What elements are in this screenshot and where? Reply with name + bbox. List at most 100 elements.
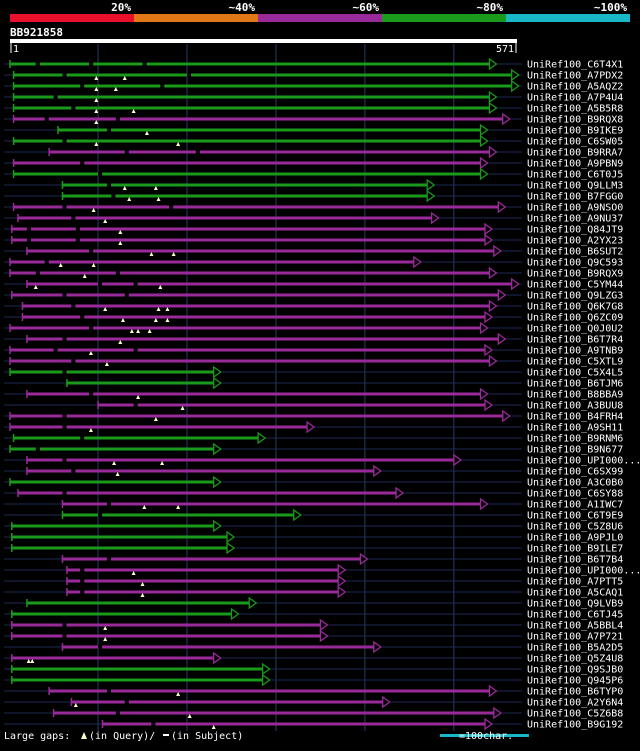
hit-row[interactable]: UniRef100_Q84JT9 — [4, 222, 623, 236]
hit-row[interactable]: UniRef100_A7P721 — [4, 629, 623, 643]
hit-row[interactable]: UniRef100_UPI000... — [4, 563, 640, 577]
hit-label[interactable]: UniRef100_B6TJM6 — [527, 379, 623, 390]
hit-row[interactable]: UniRef100_C6TJ45 — [4, 607, 623, 621]
hit-label[interactable]: UniRef100_A2YX23 — [527, 236, 623, 247]
hit-label[interactable]: UniRef100_B6T7B4 — [527, 555, 623, 566]
hit-label[interactable]: UniRef100_A1IWC7 — [527, 500, 623, 511]
hit-label[interactable]: UniRef100_B6TYP0 — [527, 687, 623, 698]
hit-label[interactable]: UniRef100_A7P721 — [527, 632, 623, 643]
hit-label[interactable]: UniRef100_A2Y6N4 — [527, 698, 623, 709]
hit-label[interactable]: UniRef100_Q9LLM3 — [527, 181, 623, 192]
hit-label[interactable]: UniRef100_Q945P6 — [527, 676, 623, 687]
hit-label[interactable]: UniRef100_Q6K7G8 — [527, 302, 623, 313]
hit-row[interactable]: UniRef100_A5B5R8 — [4, 101, 623, 115]
hit-label[interactable]: UniRef100_C5YM44 — [527, 280, 623, 291]
hit-row[interactable]: UniRef100_A9SH11 — [4, 420, 623, 434]
hit-row[interactable]: UniRef100_A1IWC7 — [4, 497, 623, 511]
hit-label[interactable]: UniRef100_C6SY88 — [527, 489, 623, 500]
hit-row[interactable]: UniRef100_Q9LLM3 — [4, 178, 623, 192]
hit-row[interactable]: UniRef100_B6SUT2 — [4, 244, 623, 258]
hit-row[interactable]: UniRef100_C5X4L5 — [4, 365, 623, 379]
hit-row[interactable]: UniRef100_A9PJL0 — [4, 530, 623, 544]
hit-row[interactable]: UniRef100_Q6ZC09 — [4, 310, 623, 324]
hit-row[interactable]: UniRef100_A2YX23 — [4, 233, 623, 247]
hit-label[interactable]: UniRef100_B6SUT2 — [527, 247, 623, 258]
hit-label[interactable]: UniRef100_B7FGG0 — [527, 192, 623, 203]
hit-label[interactable]: UniRef100_C6T4X1 — [527, 60, 623, 71]
hit-row[interactable]: UniRef100_A9PBN9 — [4, 156, 623, 170]
hit-row[interactable]: UniRef100_B9IKE9 — [4, 123, 623, 137]
hit-row[interactable]: UniRef100_A9NSO0 — [4, 200, 623, 214]
hit-label[interactable]: UniRef100_A3C0B0 — [527, 478, 623, 489]
hit-label[interactable]: UniRef100_Q6ZC09 — [527, 313, 623, 324]
hit-row[interactable]: UniRef100_Q5Z4U8 — [4, 651, 623, 665]
hit-label[interactable]: UniRef100_Q9C593 — [527, 258, 623, 269]
hit-label[interactable]: UniRef100_A7PDX2 — [527, 71, 623, 82]
hit-label[interactable]: UniRef100_Q5Z4U8 — [527, 654, 623, 665]
hit-row[interactable]: UniRef100_Q9SJB0 — [4, 662, 623, 676]
hit-label[interactable]: UniRef100_Q9SJB0 — [527, 665, 623, 676]
hit-row[interactable]: UniRef100_A3C0B0 — [4, 475, 623, 489]
hit-label[interactable]: UniRef100_B9RRA7 — [527, 148, 623, 159]
hit-row[interactable]: UniRef100_B7FGG0 — [4, 189, 623, 203]
hit-row[interactable]: UniRef100_C6T4X1 — [4, 57, 623, 71]
hit-row[interactable]: UniRef100_A3BUU8 — [4, 398, 623, 412]
hit-row[interactable]: UniRef100_Q945P6 — [4, 673, 623, 687]
hit-label[interactable]: UniRef100_C6T9E9 — [527, 511, 623, 522]
hit-row[interactable]: UniRef100_C6SX99 — [4, 464, 623, 478]
hit-row[interactable]: UniRef100_B6TYP0 — [4, 684, 623, 698]
hit-row[interactable]: UniRef100_B6TJM6 — [4, 376, 623, 390]
hit-row[interactable]: UniRef100_UPI000... — [4, 453, 640, 467]
hit-row[interactable]: UniRef100_C5XTL9 — [4, 354, 623, 368]
hit-label[interactable]: UniRef100_A3BUU8 — [527, 401, 623, 412]
hit-label[interactable]: UniRef100_A9PJL0 — [527, 533, 623, 544]
hit-row[interactable]: UniRef100_B9RRA7 — [4, 145, 623, 159]
hit-row[interactable]: UniRef100_C6SW05 — [4, 134, 623, 148]
hit-row[interactable]: UniRef100_B6T7R4 — [4, 332, 623, 346]
hit-row[interactable]: UniRef100_Q9LZG3 — [4, 288, 623, 302]
hit-row[interactable]: UniRef100_B5A2D5 — [4, 640, 623, 654]
hit-row[interactable]: UniRef100_C6SY88 — [4, 486, 623, 500]
hit-label[interactable]: UniRef100_Q84JT9 — [527, 225, 623, 236]
hit-label[interactable]: UniRef100_Q9LVB9 — [527, 599, 623, 610]
hit-label[interactable]: UniRef100_A9TNB9 — [527, 346, 623, 357]
hit-label[interactable]: UniRef100_C5XTL9 — [527, 357, 623, 368]
hit-row[interactable]: UniRef100_B9RNM6 — [4, 431, 623, 445]
hit-label[interactable]: UniRef100_Q9LZG3 — [527, 291, 623, 302]
hit-label[interactable]: UniRef100_C5Z6B8 — [527, 709, 623, 720]
hit-row[interactable]: UniRef100_C5YM44 — [4, 277, 623, 291]
hit-row[interactable]: UniRef100_B4FRH4 — [4, 409, 623, 423]
hit-label[interactable]: UniRef100_A9PBN9 — [527, 159, 623, 170]
hit-label[interactable]: UniRef100_B6T7R4 — [527, 335, 623, 346]
hit-label[interactable]: UniRef100_B4FRH4 — [527, 412, 623, 423]
hit-label[interactable]: UniRef100_B8BBA9 — [527, 390, 623, 401]
hit-row[interactable]: UniRef100_B9RQX9 — [4, 266, 623, 280]
hit-label[interactable]: UniRef100_B9G192 — [527, 720, 623, 731]
hit-row[interactable]: UniRef100_A7PDX2 — [4, 68, 623, 82]
hit-label[interactable]: UniRef100_C5X4L5 — [527, 368, 623, 379]
hit-row[interactable]: UniRef100_C5Z6B8 — [4, 706, 623, 720]
hit-row[interactable]: UniRef100_C6T9E9 — [4, 508, 623, 522]
hit-row[interactable]: UniRef100_A9TNB9 — [4, 343, 623, 357]
hit-label[interactable]: UniRef100_A9SH11 — [527, 423, 623, 434]
hit-label[interactable]: UniRef100_B9RNM6 — [527, 434, 623, 445]
hit-row[interactable]: UniRef100_B9ILE7 — [4, 541, 623, 555]
hit-label[interactable]: UniRef100_C6SW05 — [527, 137, 623, 148]
hit-row[interactable]: UniRef100_A5CAQ1 — [4, 585, 623, 599]
hit-label[interactable]: UniRef100_B9IKE9 — [527, 126, 623, 137]
hit-label[interactable]: UniRef100_UPI000... — [527, 456, 640, 467]
hit-label[interactable]: UniRef100_B9RQX9 — [527, 269, 623, 280]
hit-label[interactable]: UniRef100_C6TJ45 — [527, 610, 623, 621]
hit-label[interactable]: UniRef100_C5Z8U6 — [527, 522, 623, 533]
hit-row[interactable]: UniRef100_B9G192 — [4, 717, 623, 731]
hit-label[interactable]: UniRef100_A7P4U4 — [527, 93, 623, 104]
hit-row[interactable]: UniRef100_Q6K7G8 — [4, 299, 623, 313]
hit-row[interactable]: UniRef100_A5BBL4 — [4, 618, 623, 632]
hit-row[interactable]: UniRef100_A9NU37 — [4, 211, 623, 225]
hit-label[interactable]: UniRef100_Q0J0U2 — [527, 324, 623, 335]
hit-row[interactable]: UniRef100_A2Y6N4 — [4, 695, 623, 709]
hit-label[interactable]: UniRef100_B5A2D5 — [527, 643, 623, 654]
hit-label[interactable]: UniRef100_A5BBL4 — [527, 621, 623, 632]
hit-row[interactable]: UniRef100_B9RQX8 — [4, 112, 623, 126]
hit-row[interactable]: UniRef100_B6T7B4 — [4, 552, 623, 566]
